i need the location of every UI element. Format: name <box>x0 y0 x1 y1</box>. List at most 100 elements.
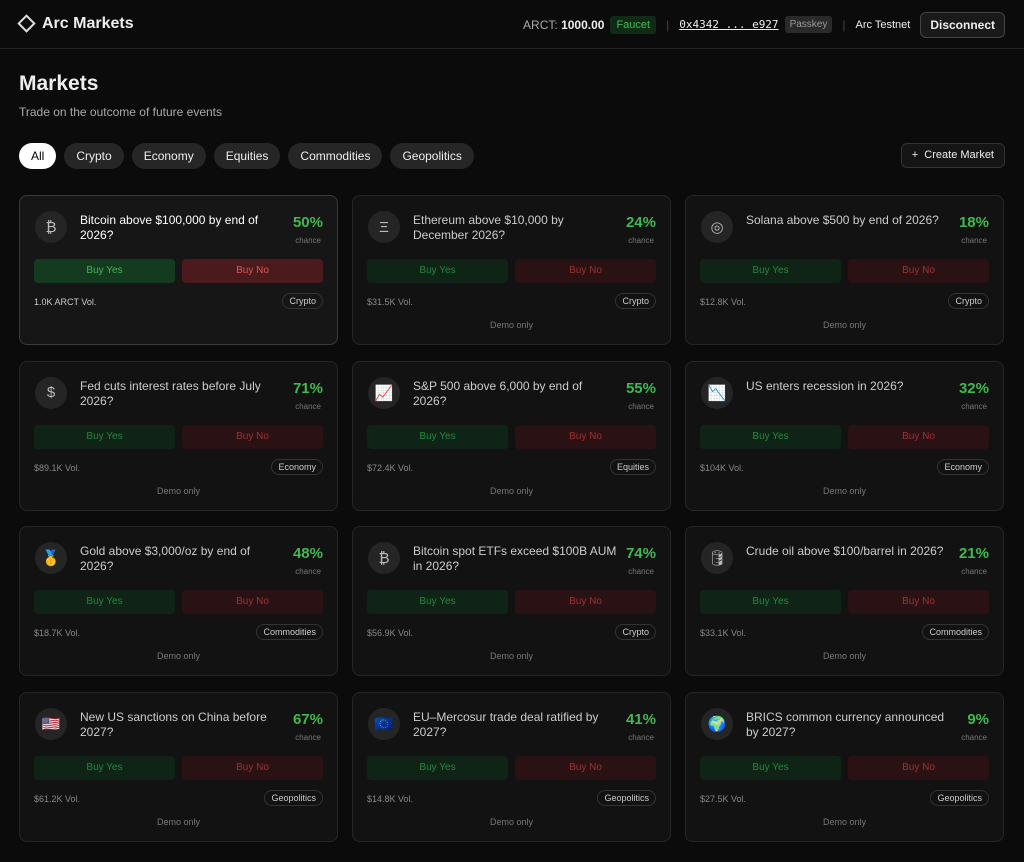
buy-no-button[interactable]: Buy No <box>182 756 323 781</box>
buy-yes-button[interactable]: Buy Yes <box>367 756 508 781</box>
market-question: BRICS common currency announced by 2027? <box>746 710 945 740</box>
chance-label: chance <box>961 567 987 577</box>
buy-no-button[interactable]: Buy No <box>515 259 656 283</box>
market-card[interactable]: 🇪🇺 EU–Mercosur trade deal ratified by 202… <box>352 692 671 843</box>
address[interactable]: 0x4342 ... e927 <box>679 18 779 31</box>
buy-yes-button[interactable]: Buy Yes <box>34 424 175 449</box>
market-volume: $12.8K Vol. <box>700 297 747 307</box>
buy-no-button[interactable]: Buy No <box>848 590 989 615</box>
header: Arc Markets ARCT: 1000.00 Faucet | 0x434… <box>0 0 1024 49</box>
buy-no-button[interactable]: Buy No <box>182 590 323 615</box>
market-card[interactable]: 🇺🇸 New US sanctions on China before 2027?… <box>19 692 338 843</box>
market-category: Commodities <box>922 624 989 641</box>
market-note: Demo only <box>822 651 867 662</box>
market-question: Bitcoin above $100,000 by end of 2026? <box>80 213 259 242</box>
market-card[interactable]: ₿ Bitcoin above $100,000 by end of 2026? 5… <box>19 195 338 345</box>
separator: | <box>666 17 670 32</box>
buy-no-button[interactable]: Buy No <box>515 756 656 781</box>
market-note: Demo only <box>822 817 867 828</box>
market-icon: 🇺🇸 <box>35 708 67 741</box>
faucet-button[interactable]: Faucet <box>610 15 657 34</box>
buy-yes-button[interactable]: Buy Yes <box>700 756 841 781</box>
header-right: ARCT: 1000.00 Faucet | 0x4342 ... e927 P… <box>523 0 1005 49</box>
market-icon: ◎ <box>701 211 733 243</box>
filter-pill[interactable]: Commodities <box>288 143 383 169</box>
filter-pill[interactable]: Economy <box>131 143 206 169</box>
page-title: Markets <box>19 72 99 95</box>
market-icon: Ξ <box>368 211 400 243</box>
buy-no-button[interactable]: Buy No <box>515 424 656 449</box>
buy-no-button[interactable]: Buy No <box>848 259 989 283</box>
market-card[interactable]: ₿ Bitcoin spot ETFs exceed $100B AUM in 2… <box>352 526 671 677</box>
market-volume: $18.7K Vol. <box>34 628 81 639</box>
buy-yes-button[interactable]: Buy Yes <box>367 259 508 283</box>
market-chance: 55% <box>625 379 656 397</box>
market-icon: 🇪🇺 <box>368 708 400 741</box>
market-note: Demo only <box>489 320 534 330</box>
buy-yes-button[interactable]: Buy Yes <box>700 424 841 449</box>
market-chance: 71% <box>292 379 323 397</box>
market-card[interactable]: 🥇 Gold above $3,000/oz by end of 2026? 48%… <box>19 526 338 677</box>
buy-yes-button[interactable]: Buy Yes <box>34 756 175 781</box>
market-category: Geopolitics <box>930 790 989 807</box>
filter-pill[interactable]: All <box>19 143 57 169</box>
market-category: Geopolitics <box>597 790 656 807</box>
market-card[interactable]: 📈 S&P 500 above 6,000 by end of 2026? 55% c… <box>352 360 671 511</box>
market-card[interactable]: 🛢 Crude oil above $100/barrel in 2026? 21%… <box>685 526 1004 677</box>
market-volume: 1.0K ARCT Vol. <box>34 297 97 307</box>
market-icon: ₿ <box>35 211 67 243</box>
market-question: Solana above $500 by end of 2026? <box>746 213 939 227</box>
market-card[interactable]: ◎ Solana above $500 by end of 2026? 18% cha… <box>685 195 1004 345</box>
buy-yes-button[interactable]: Buy Yes <box>700 259 841 283</box>
market-volume: $56.9K Vol. <box>367 628 414 639</box>
market-note: Demo only <box>156 485 201 496</box>
market-question: Gold above $3,000/oz by end of 2026? <box>80 544 251 574</box>
market-chance: 18% <box>958 214 989 231</box>
market-chance: 32% <box>958 379 989 397</box>
chance-label: chance <box>628 567 654 577</box>
balance: 1000.00 <box>561 17 605 32</box>
buy-yes-button[interactable]: Buy Yes <box>34 259 175 283</box>
buy-no-button[interactable]: Buy No <box>182 259 323 283</box>
market-chance: 67% <box>292 711 323 729</box>
market-category: Economy <box>937 458 989 475</box>
market-icon: ₿ <box>368 542 400 575</box>
create-market-button[interactable]: + Create Market <box>900 143 1005 168</box>
filter-pill[interactable]: Geopolitics <box>390 143 474 169</box>
market-icon: 🥇 <box>35 542 67 575</box>
market-chance: 24% <box>625 214 656 231</box>
market-card[interactable]: $ Fed cuts interest rates before July 202… <box>19 360 338 511</box>
buy-yes-button[interactable]: Buy Yes <box>367 590 508 615</box>
passkey-badge: Passkey <box>784 16 833 33</box>
create-market-label: Create Market <box>924 149 994 161</box>
buy-no-button[interactable]: Buy No <box>848 756 989 781</box>
market-category: Geopolitics <box>264 790 323 807</box>
market-question: S&P 500 above 6,000 by end of 2026? <box>413 378 583 408</box>
market-category: Equities <box>609 458 656 475</box>
buy-no-button[interactable]: Buy No <box>515 590 656 615</box>
market-chance: 21% <box>958 545 989 563</box>
market-chance: 9% <box>967 711 989 729</box>
market-card[interactable]: Ξ Ethereum above $10,000 by December 2026… <box>352 195 671 345</box>
buy-yes-button[interactable]: Buy Yes <box>700 590 841 615</box>
market-card[interactable]: 🌍 BRICS common currency announced by 2027… <box>685 692 1004 843</box>
chance-label: chance <box>961 236 987 245</box>
chance-label: chance <box>628 401 654 411</box>
market-note: Demo only <box>489 817 534 828</box>
logo <box>17 14 36 33</box>
buy-yes-button[interactable]: Buy Yes <box>34 590 175 615</box>
market-note: Demo only <box>489 651 534 662</box>
filter-pill[interactable]: Crypto <box>64 143 124 169</box>
page-subtitle: Trade on the outcome of future events <box>19 105 223 119</box>
brand[interactable]: Arc Markets <box>42 15 134 32</box>
market-category: Crypto <box>615 624 656 641</box>
filters: All Crypto Economy Equities Commodities Geopo… <box>19 143 474 169</box>
buy-no-button[interactable]: Buy No <box>848 424 989 449</box>
filter-pill[interactable]: Equities <box>213 143 281 169</box>
market-note: Demo only <box>822 320 867 330</box>
buy-no-button[interactable]: Buy No <box>182 424 323 449</box>
market-card[interactable]: 📉 US enters recession in 2026? 32% chance Bu… <box>685 360 1004 511</box>
disconnect-button[interactable]: Disconnect <box>920 11 1005 38</box>
buy-yes-button[interactable]: Buy Yes <box>367 424 508 449</box>
